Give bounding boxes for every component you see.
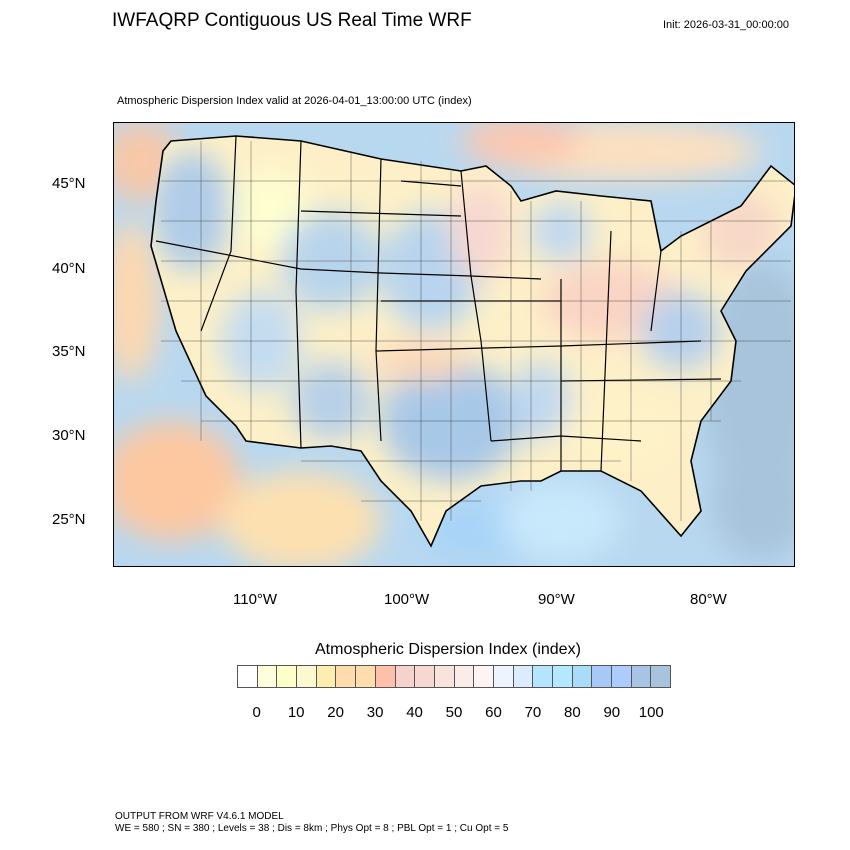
colorbar-tick-label: 40 <box>406 704 423 721</box>
colorbar-box <box>434 666 455 687</box>
lat-label: 25°N <box>52 511 86 528</box>
map-svg <box>114 123 794 566</box>
colorbar-box <box>631 666 652 687</box>
lon-label: 110°W <box>233 591 278 608</box>
lon-label: 90°W <box>538 591 575 608</box>
dispersion-index-map <box>113 122 795 567</box>
colorbar-box <box>454 666 475 687</box>
colorbar-tick-label: 70 <box>524 704 542 721</box>
colorbar-box <box>277 666 298 687</box>
colorbar-box <box>612 666 632 687</box>
colorbar-title: Atmospheric Dispersion Index (index) <box>315 641 581 658</box>
colorbar-box <box>553 666 573 687</box>
colorbar-box <box>651 666 671 687</box>
colorbar-tick-label: 20 <box>327 704 344 721</box>
model-config: WE = 580 ; SN = 380 ; Levels = 38 ; Dis … <box>115 823 509 834</box>
colorbar-tick-label: 0 <box>252 704 261 721</box>
colorbar-box <box>316 666 337 687</box>
plot-subtitle: Atmospheric Dispersion Index valid at 20… <box>117 95 472 107</box>
lon-label: 100°W <box>384 591 430 608</box>
colorbar-box <box>592 666 613 687</box>
plot-title: IWFAQRP Contiguous US Real Time WRF <box>112 10 472 31</box>
colorbar-tick-label: 90 <box>603 704 621 721</box>
colorbar-tick-label: 100 <box>638 704 664 721</box>
lat-label: 35°N <box>52 343 86 360</box>
colorbar-tick-label: 30 <box>366 704 384 721</box>
boundaries <box>150 135 794 547</box>
colorbar-box <box>493 666 514 687</box>
colorbar-tick-label: 80 <box>564 704 581 721</box>
init-time: Init: 2026-03-31_00:00:00 <box>663 19 789 31</box>
lat-label: 30°N <box>52 427 86 444</box>
state-borders <box>155 135 722 472</box>
colorbar-tick-label: 10 <box>287 704 305 721</box>
colorbar <box>237 665 671 688</box>
colorbar-box <box>474 666 494 687</box>
colorbar-box <box>297 666 317 687</box>
lat-label: 40°N <box>52 260 86 277</box>
colorbar-box <box>375 666 396 687</box>
model-info: OUTPUT FROM WRF V4.6.1 MODEL <box>115 811 284 822</box>
colorbar-box <box>356 666 376 687</box>
colorbar-tick-label: 60 <box>485 704 502 721</box>
lat-label: 45°N <box>52 175 86 192</box>
colorbar-box <box>572 666 593 687</box>
colorbar-box <box>415 666 435 687</box>
colorbar-box <box>257 666 278 687</box>
colorbar-tick-label: 50 <box>445 704 463 721</box>
colorbar-box <box>395 666 416 687</box>
county-borders <box>161 141 791 521</box>
colorbar-box <box>533 666 553 687</box>
colorbar-box <box>336 666 357 687</box>
lon-label: 80°W <box>690 591 727 608</box>
colorbar-box <box>238 666 258 687</box>
colorbar-box <box>513 666 534 687</box>
